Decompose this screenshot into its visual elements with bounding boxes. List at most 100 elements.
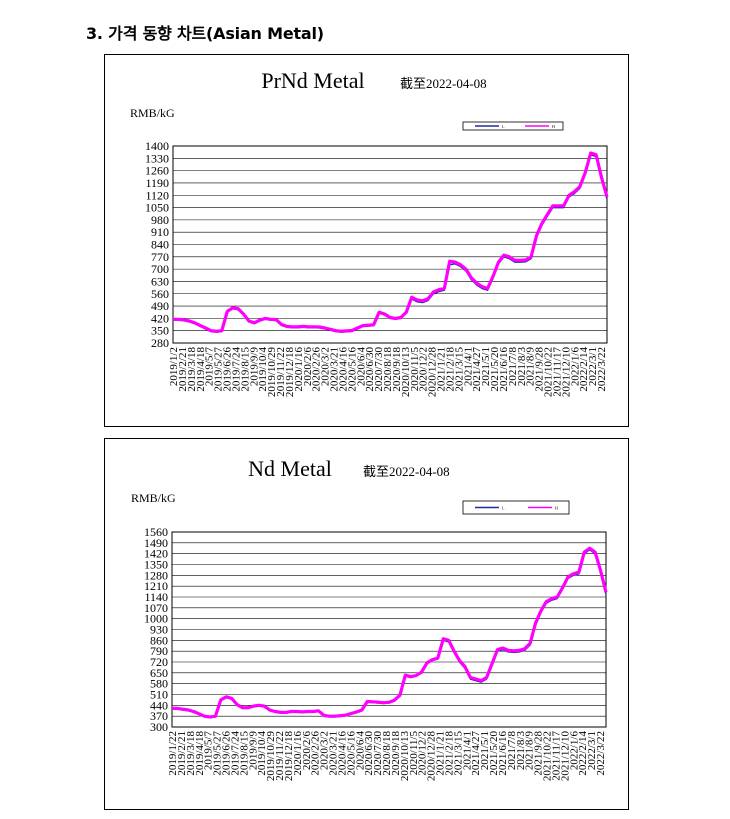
y-tick-label: 1120 xyxy=(145,188,169,202)
x-tick-label: 2020/8/18 xyxy=(381,731,393,776)
chart-panel-prnd: PrNd Metal 截至2022-04-08 RMB/kG L H 1400 1330 12… xyxy=(104,54,629,427)
x-tick-label: 2020/5/16 xyxy=(345,731,357,776)
x-tick-label: 2021/1/21 xyxy=(435,731,447,776)
x-tick-label: 2019/11/22 xyxy=(274,731,286,781)
x-tick-label: 2021/5/20 xyxy=(488,731,500,776)
x-tick-label: 2019/12/18 xyxy=(284,347,296,398)
x-tick-label: 2019/8/15 xyxy=(239,347,251,392)
x-tick-label: 2019/3/18 xyxy=(185,731,197,776)
x-tick-label: 2022/3/1 xyxy=(587,347,599,386)
y-tick-label: 1260 xyxy=(145,164,169,178)
chart-date-note: 截至2022-04-08 xyxy=(400,76,487,91)
series-line-H xyxy=(173,151,609,333)
legend-box xyxy=(462,500,570,515)
x-tick-label: 2019/4/18 xyxy=(195,347,207,392)
x-tick-label: 2019/5/27 xyxy=(212,731,224,776)
legend-box xyxy=(462,121,564,131)
x-tick-label: 2019/10/29 xyxy=(266,347,278,398)
y-tick-label: 1190 xyxy=(145,176,169,190)
x-tick-label: 2021/9/28 xyxy=(533,731,545,776)
x-tick-label: 2021/10/22 xyxy=(542,731,554,781)
x-tick-label: 2021/3/15 xyxy=(452,731,464,776)
x-tick-label: 2019/1/2 xyxy=(168,347,180,386)
x-tick-label: 2019/6/26 xyxy=(222,347,234,392)
x-tick-label: 2020/2/26 xyxy=(311,347,323,392)
y-tick-label: 350 xyxy=(151,324,169,338)
x-tick-label: 2019/5/7 xyxy=(204,347,216,387)
chart-nd-metal: Nd Metal 截至2022-04-08 RMB/kG L H 156014901420… xyxy=(131,456,608,782)
x-tick-label: 2020/9/18 xyxy=(391,347,403,392)
y-tick-label: 420 xyxy=(151,311,169,325)
x-tick-label: 2019/7/24 xyxy=(229,731,241,776)
x-tick-label: 2021/2/18 xyxy=(443,731,455,776)
y-tick-label: 1350 xyxy=(144,558,168,572)
x-tick-label: 2019/6/26 xyxy=(221,731,233,776)
y-tick-label: 1400 xyxy=(145,139,169,153)
x-tick-label: 2020/11/5 xyxy=(409,347,421,392)
x-tick-label: 2021/4/1 xyxy=(462,347,474,386)
y-tick-label: 630 xyxy=(151,274,169,288)
x-tick-label: 2022/1/6 xyxy=(569,347,581,387)
x-tick-label: 2019/9/9 xyxy=(247,731,259,771)
x-tick-label: 2021/11/17 xyxy=(550,731,562,781)
x-tick-label: 2021/4/27 xyxy=(471,347,483,392)
y-axis-unit-label: RMB/kG xyxy=(131,491,176,505)
x-tick-label: 2021/2/18 xyxy=(444,347,456,392)
x-tick-label: 2021/6/16 xyxy=(497,731,509,776)
y-tick-label: 1070 xyxy=(144,601,168,615)
x-tick-label: 2019/1/22 xyxy=(167,731,179,776)
x-tick-label: 2020/12/28 xyxy=(427,347,439,398)
x-tick-label: 2021/5/1 xyxy=(480,347,492,386)
x-tick-label: 2022/1/6 xyxy=(568,731,580,771)
x-tick-label: 2020/3/21 xyxy=(328,731,340,776)
legend-label-H: H xyxy=(552,124,555,129)
x-tick-label: 2019/8/15 xyxy=(238,731,250,776)
y-tick-label: 280 xyxy=(151,336,169,350)
x-tick-label: 2021/8/9 xyxy=(524,731,536,771)
y-tick-label: 1420 xyxy=(144,547,168,561)
y-axis-unit-label: RMB/kG xyxy=(130,106,175,120)
y-tick-label: 770 xyxy=(151,250,169,264)
y-tick-label: 980 xyxy=(151,213,169,227)
y-tick-label: 910 xyxy=(151,225,169,239)
x-tick-label: 2020/1/16 xyxy=(292,731,304,776)
x-tick-label: 2019/4/18 xyxy=(194,731,206,776)
x-tick-label: 2020/12/2 xyxy=(417,731,429,776)
x-tick-label: 2019/5/7 xyxy=(203,731,215,771)
x-tick-label: 2022/3/22 xyxy=(595,731,607,776)
x-tick-label: 2022/3/22 xyxy=(596,347,608,392)
x-tick-label: 2020/6/30 xyxy=(363,731,375,776)
y-tick-label: 1210 xyxy=(144,579,168,593)
x-tick-label: 2022/2/14 xyxy=(578,347,590,392)
chart-panel-nd: Nd Metal 截至2022-04-08 RMB/kG L H 1560 1490 1420… xyxy=(104,438,629,810)
x-tick-label: 2019/2/21 xyxy=(176,731,188,776)
x-tick-label: 2021/8/9 xyxy=(525,347,537,387)
y-tick-label: 1000 xyxy=(144,612,168,626)
x-tick-label: 2020/7/30 xyxy=(373,347,385,392)
legend-label-H: H xyxy=(555,506,558,511)
x-tick-label: 2021/6/16 xyxy=(498,347,510,392)
y-tick-label: 580 xyxy=(150,677,168,691)
x-tick-label: 2020/4/16 xyxy=(337,347,349,392)
x-tick-label: 2019/12/18 xyxy=(283,731,295,782)
x-tick-label: 2021/10/22 xyxy=(543,347,555,397)
chart-prnd-metal: PrNd Metal 截至2022-04-08 RMB/kG L H 1400133012… xyxy=(130,68,609,398)
x-tick-label: 2021/4/1 xyxy=(461,731,473,770)
x-tick-label: 2019/2/21 xyxy=(177,347,189,392)
x-tick-label: 2021/11/17 xyxy=(551,347,563,397)
x-tick-label: 2020/2/26 xyxy=(310,731,322,776)
legend-label-L: L xyxy=(502,124,505,129)
x-tick-label: 2022/2/14 xyxy=(577,731,589,776)
y-tick-label: 1280 xyxy=(144,568,168,582)
x-tick-label: 2021/1/21 xyxy=(436,347,448,392)
x-tick-label: 2021/7/8 xyxy=(507,347,519,387)
x-tick-label: 2020/9/18 xyxy=(390,731,402,776)
x-tick-label: 2021/12/10 xyxy=(559,731,571,782)
y-tick-label: 560 xyxy=(151,287,169,301)
x-tick-label: 2019/7/24 xyxy=(230,347,242,392)
x-tick-label: 2020/2/6 xyxy=(302,347,314,387)
x-tick-label: 2020/12/28 xyxy=(426,731,438,782)
x-tick-label: 2020/6/30 xyxy=(364,347,376,392)
x-tick-label: 2022/3/1 xyxy=(586,731,598,770)
y-tick-label: 490 xyxy=(151,299,169,313)
